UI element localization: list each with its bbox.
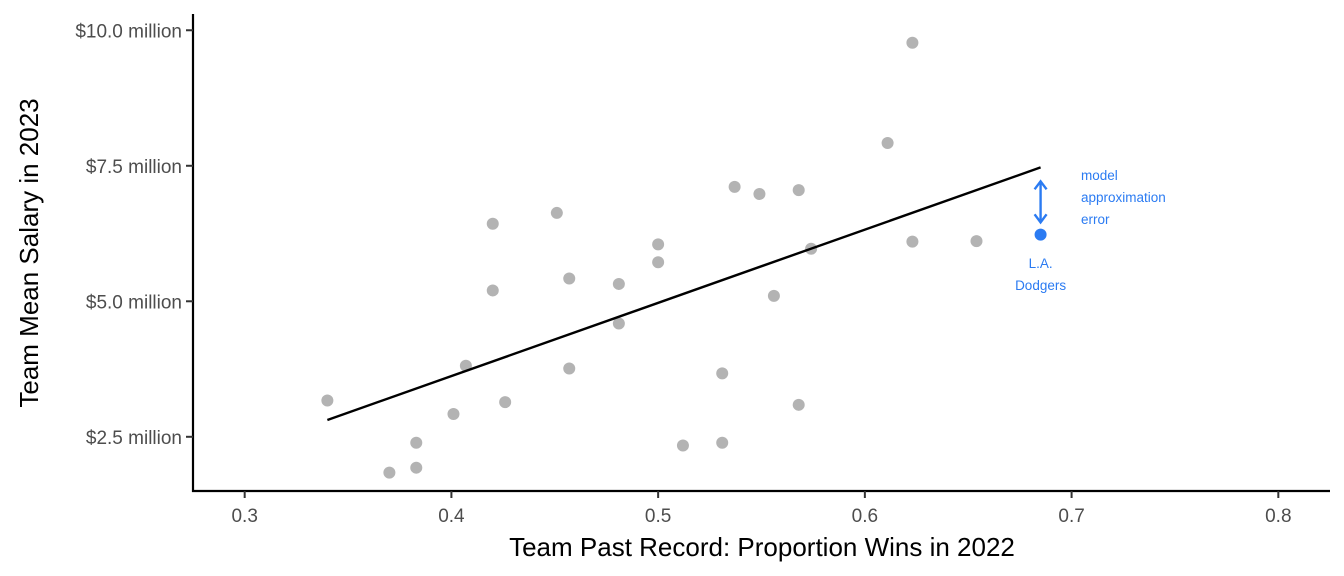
data-point — [792, 184, 805, 197]
error-arrow-head-down — [1033, 213, 1048, 225]
annotations: model approximation error L.A. Dodgers — [1015, 168, 1166, 293]
x-axis-title: Team Past Record: Proportion Wins in 202… — [509, 532, 1015, 562]
data-points — [321, 36, 983, 479]
data-point — [792, 398, 805, 411]
data-point — [906, 36, 919, 49]
y-tick-label: $10.0 million — [75, 21, 182, 42]
data-point — [486, 217, 499, 230]
data-point — [563, 362, 576, 375]
data-point — [716, 367, 729, 380]
data-point — [652, 238, 665, 251]
data-point — [676, 439, 689, 452]
y-tick-label: $5.0 million — [86, 292, 182, 313]
regression-line-group — [326, 166, 1041, 422]
data-point — [486, 284, 499, 297]
x-tick-label: 0.7 — [1058, 506, 1084, 527]
x-tick-label: 0.3 — [231, 506, 257, 527]
data-point — [550, 206, 563, 219]
x-tick-label: 0.5 — [645, 506, 671, 527]
data-point — [728, 180, 741, 193]
data-point — [970, 235, 983, 248]
y-tick-label: $7.5 million — [86, 157, 182, 178]
y-tick-label: $2.5 million — [86, 428, 182, 449]
regression-line — [326, 166, 1041, 422]
error-arrow-head-up — [1033, 179, 1048, 191]
y-axis-title: Team Mean Salary in 2023 — [14, 98, 44, 407]
data-point — [767, 289, 780, 302]
data-point — [612, 317, 625, 330]
data-point — [321, 394, 334, 407]
data-point — [447, 408, 460, 421]
x-axis-ticks: 0.3 0.4 0.5 0.6 0.7 0.8 — [231, 491, 1292, 527]
data-point — [499, 396, 512, 409]
data-point — [383, 466, 396, 479]
data-point — [612, 277, 625, 290]
dodgers-label-line: Dodgers — [1015, 278, 1066, 293]
x-tick-label: 0.6 — [852, 506, 878, 527]
y-axis-ticks: $2.5 million $5.0 million $7.5 million $10.… — [75, 21, 193, 449]
data-point — [881, 137, 894, 150]
data-point — [652, 256, 665, 269]
error-label-line: error — [1081, 212, 1110, 227]
dodgers-point — [1034, 228, 1047, 241]
dodgers-label-line: L.A. — [1029, 256, 1053, 271]
axes — [191, 14, 1330, 493]
data-point — [410, 436, 423, 449]
data-point — [753, 187, 766, 200]
x-tick-label: 0.4 — [438, 506, 465, 527]
data-point — [563, 272, 576, 285]
data-point — [410, 461, 423, 474]
data-point — [716, 436, 729, 449]
error-label-line: approximation — [1081, 190, 1166, 205]
data-point — [906, 235, 919, 248]
error-label-line: model — [1081, 168, 1118, 183]
x-tick-label: 0.8 — [1265, 506, 1291, 527]
